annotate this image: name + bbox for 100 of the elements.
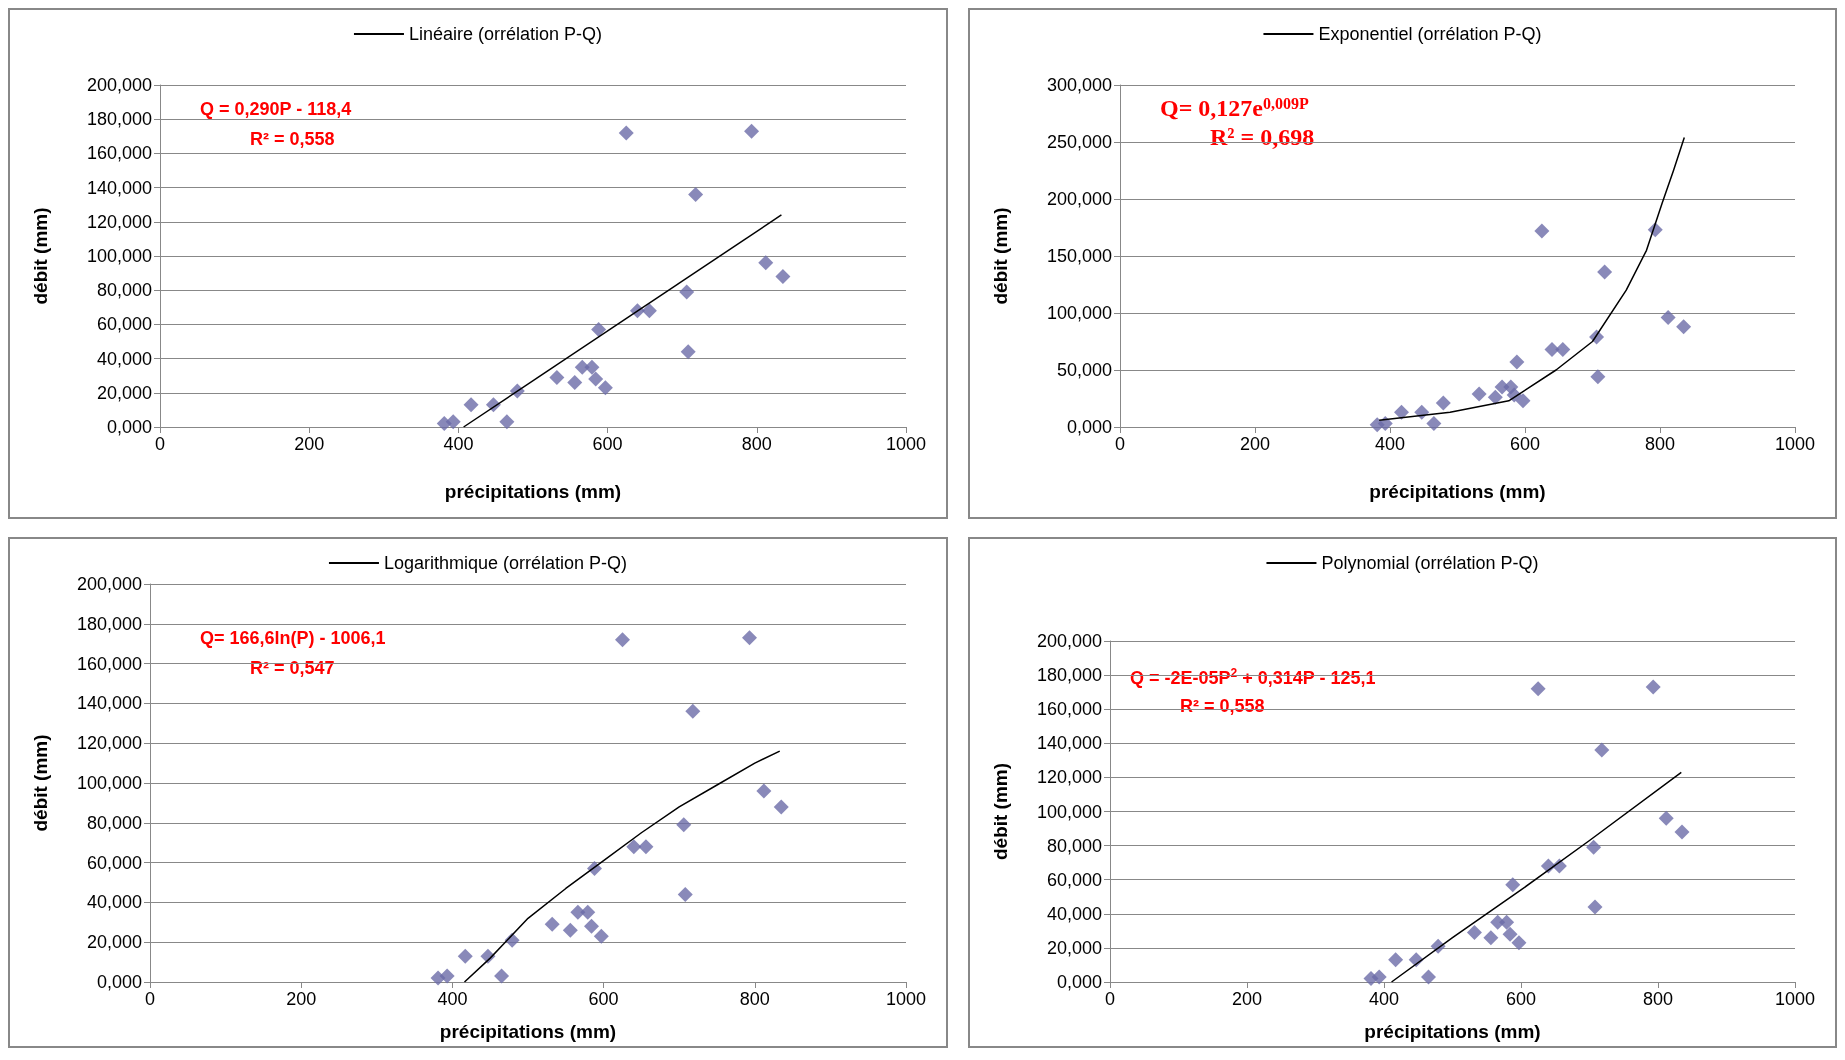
point [562,922,578,938]
point [680,344,696,360]
point [591,322,607,338]
point [1674,824,1690,840]
point [439,968,455,984]
point [1487,389,1503,405]
y-tick-label: 80,000 [96,280,152,301]
y-tick-label: 100,000 [76,773,142,793]
point [1466,925,1482,941]
point [1371,969,1387,985]
y-tick-label: 100,000 [1036,801,1102,822]
point [1590,369,1606,385]
y-tick-label: 40,000 [86,892,142,913]
y-tick-label: 160,000 [1036,699,1102,720]
point [688,186,704,202]
y-tick-label: 50,000 [1056,360,1112,380]
point [677,886,693,902]
y-tick-label: 0,000 [1056,972,1102,992]
y-tick-label: 60,000 [1046,869,1102,890]
point [1421,969,1437,985]
y-tick-label: 300,000 [1046,75,1112,95]
point [758,255,774,271]
y-tick-label: 60,000 [96,314,152,335]
x-tick-label: 1000 [885,989,927,1009]
y-tick-label: 200,000 [1046,189,1112,209]
point [549,369,565,385]
y-tick-label: 120,000 [1036,767,1102,788]
point [593,928,609,944]
y-tick-label: 200,000 [1036,631,1102,651]
point [494,968,510,984]
point [744,123,760,139]
point [1586,839,1602,855]
x-axis-title: précipitations (mm) [1364,1021,1541,1042]
y-tick-label: 100,000 [1046,303,1112,323]
point [679,284,695,300]
y-tick-label: 20,000 [86,932,142,953]
point [1502,926,1518,942]
x-tick-label: 1000 [885,434,927,454]
legend-label: Exponentiel (orrélation P-Q) [1318,24,1542,44]
x-tick-label: 0 [1114,434,1126,454]
point [1377,416,1393,432]
point [1515,393,1531,409]
y-tick-label: 40,000 [96,348,152,369]
y-axis-title: débit (mm) [990,207,1011,305]
y-tick-label: 0,000 [1066,417,1112,437]
x-tick-label: 400 [1368,989,1400,1009]
point [1388,952,1404,968]
legend-label: Logarithmique (orrélation P-Q) [383,553,628,573]
y-tick-label: 160,000 [76,653,142,674]
legend-label: Linéaire (orrélation P-Q) [408,24,603,44]
x-tick-label: 800 [739,989,770,1009]
x-tick-label: 600 [1505,989,1537,1009]
y-tick-label: 100,000 [86,246,152,266]
y-axis-title: débit (mm) [30,207,51,305]
y-tick-label: 20,000 [1046,937,1102,958]
x-tick-label: 800 [1642,989,1674,1009]
y-tick-label: 180,000 [76,613,142,634]
point [567,375,583,391]
y-tick-label: 140,000 [76,693,142,714]
line-series [1390,771,1683,983]
point [1658,810,1674,826]
y-tick-label: 80,000 [86,812,142,833]
point [1509,354,1525,370]
point [1645,679,1661,695]
point [584,918,599,934]
point [1660,310,1676,326]
point [1676,319,1692,335]
x-tick-label: 0 [1104,989,1116,1009]
y-tick-label: 160,000 [86,143,152,164]
point [588,371,604,387]
y-axis-title: débit (mm) [30,734,51,832]
y-tick-label: 120,000 [86,211,152,232]
x-axis-title: précipitations (mm) [1369,481,1546,502]
point [499,414,515,430]
y-tick-label: 0,000 [106,417,152,437]
point [626,839,642,855]
point [584,359,600,375]
annotation: Q= 166,6ln(P) - 1006,1 [200,628,386,648]
point [615,632,630,648]
x-tick-label: 200 [286,989,317,1009]
y-tick-label: 180,000 [1036,665,1102,686]
y-tick-label: 120,000 [76,733,142,754]
x-tick-label: 200 [1231,989,1263,1009]
point [1597,264,1613,280]
x-tick-label: 400 [437,989,468,1009]
point [1471,386,1487,402]
point [638,839,654,855]
point [742,630,758,646]
point [641,303,657,319]
point [457,948,473,964]
y-tick-label: 250,000 [1046,132,1112,152]
y-tick-label: 20,000 [96,382,152,403]
x-tick-label: 600 [1509,434,1541,454]
point [1505,877,1521,893]
y-tick-label: 80,000 [1046,835,1102,856]
point [1511,935,1527,951]
y-tick-label: 0,000 [96,972,142,992]
x-tick-label: 200 [1239,434,1271,454]
x-tick-label: 1000 [1774,434,1816,454]
x-tick-label: 400 [1374,434,1406,454]
